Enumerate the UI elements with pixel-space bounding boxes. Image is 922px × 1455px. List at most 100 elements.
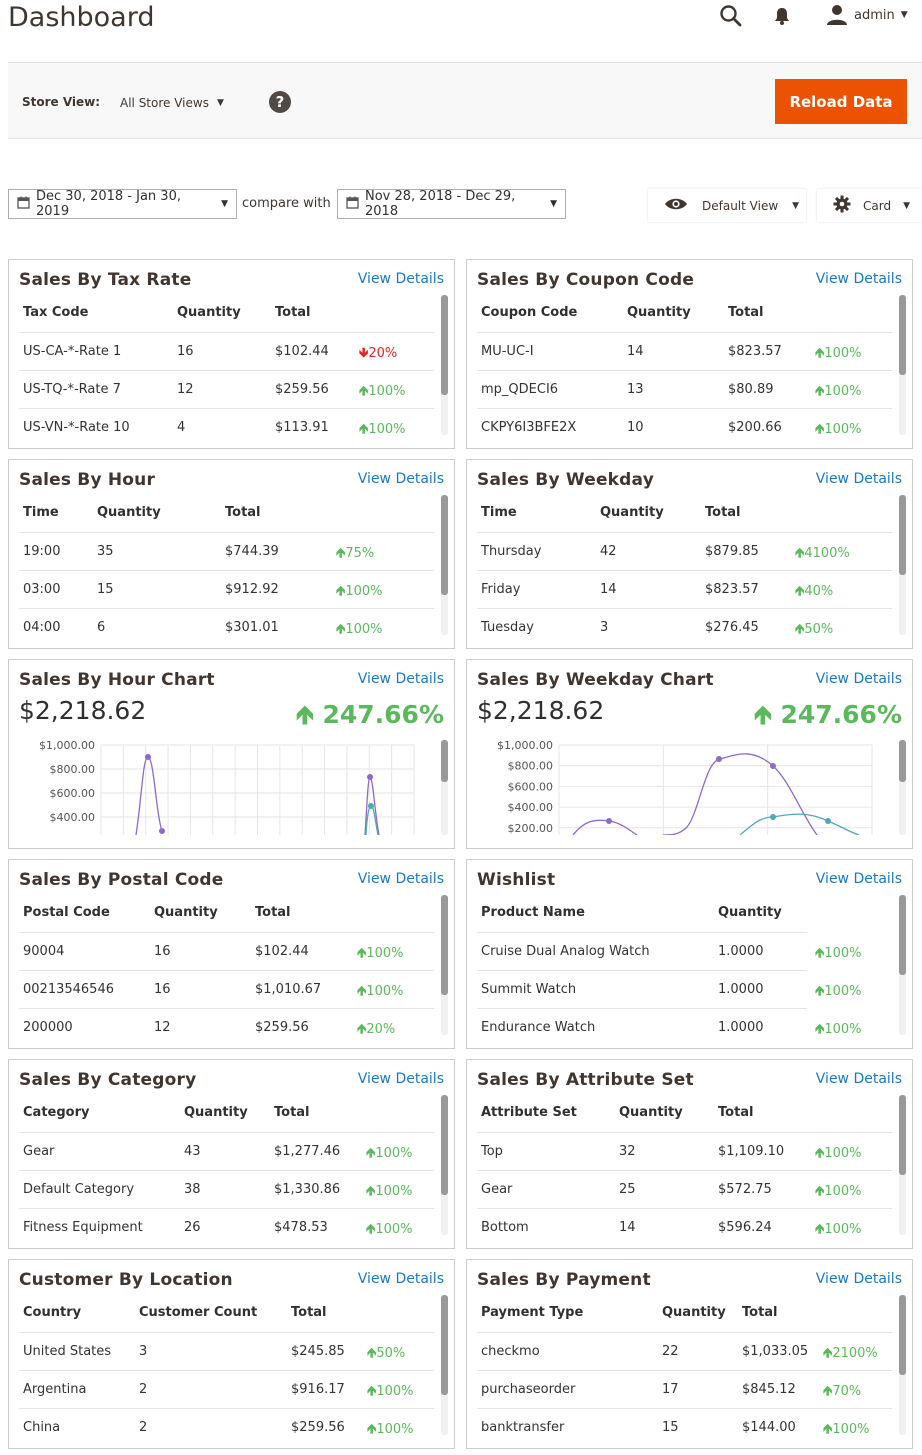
scrollbar-thumb[interactable]	[441, 895, 448, 995]
column-header: Product Name	[481, 905, 585, 920]
table-cell: Default Category	[23, 1182, 135, 1197]
reload-data-button[interactable]: Reload Data	[775, 79, 907, 124]
table-cell: US-VN-*-Rate 10	[23, 420, 130, 435]
column-header: Quantity	[97, 505, 161, 520]
view-details-link[interactable]: View Details	[357, 871, 444, 887]
change-value: 100%	[824, 1184, 862, 1199]
view-details-link[interactable]: View Details	[815, 271, 902, 287]
compare-range-picker[interactable]: Nov 28, 2018 - Dec 29, 2018 ▼	[337, 189, 566, 219]
view-details-link[interactable]: View Details	[357, 1271, 444, 1287]
table-cell: $916.17	[291, 1382, 345, 1397]
table-cell: 16	[154, 982, 171, 997]
view-details-link[interactable]: View Details	[357, 471, 444, 487]
table-cell: Fitness Equipment	[23, 1220, 143, 1235]
scrollbar-thumb[interactable]	[441, 740, 448, 782]
y-tick-label: $800.00	[508, 760, 554, 773]
view-select[interactable]: Default View ▼	[648, 189, 806, 222]
card-view-select[interactable]: Card ▼	[817, 189, 922, 222]
scrollbar[interactable]	[441, 740, 448, 835]
view-details-link[interactable]: View Details	[815, 1071, 902, 1087]
view-details-link[interactable]: View Details	[815, 471, 902, 487]
table-cell: $245.85	[291, 1344, 345, 1359]
data-point	[825, 818, 831, 824]
scrollbar[interactable]	[899, 895, 906, 1035]
column-header: Total	[274, 1105, 310, 1120]
divider	[19, 570, 434, 571]
chart-total: $2,218.62	[19, 696, 147, 725]
arrow-up-icon: 🡹	[295, 700, 323, 729]
table-cell: 16	[177, 344, 194, 359]
user-menu[interactable]: admin ▼	[826, 4, 908, 26]
scrollbar[interactable]	[441, 1095, 448, 1235]
scrollbar[interactable]	[441, 495, 448, 635]
table-cell: 1.0000	[718, 944, 764, 959]
view-details-link[interactable]: View Details	[815, 1271, 902, 1287]
change-value: 100%	[824, 422, 862, 437]
scrollbar-thumb[interactable]	[899, 295, 906, 375]
table-cell: Thursday	[481, 544, 542, 559]
scrollbar-thumb[interactable]	[899, 1295, 906, 1375]
change-value: 100%	[345, 584, 383, 599]
scrollbar[interactable]	[899, 740, 906, 835]
column-header: Total	[728, 305, 764, 320]
scrollbar[interactable]	[899, 295, 906, 435]
scrollbar[interactable]	[441, 295, 448, 435]
table-cell: mp_QDECI6	[481, 382, 559, 397]
view-details-link[interactable]: View Details	[815, 671, 902, 687]
table-cell: 200000	[23, 1020, 73, 1035]
table-cell: $1,010.67	[255, 982, 322, 997]
scrollbar-thumb[interactable]	[441, 1095, 448, 1195]
scrollbar-thumb[interactable]	[441, 295, 448, 395]
change-value: 100%	[824, 946, 862, 961]
scrollbar[interactable]	[441, 895, 448, 1035]
scrollbar[interactable]	[441, 1295, 448, 1435]
change-value: 40%	[804, 584, 834, 599]
change-value: 100%	[368, 422, 406, 437]
divider	[19, 1408, 434, 1409]
table-cell: Summit Watch	[481, 982, 577, 997]
store-view-select[interactable]: All Store Views ▼	[120, 96, 224, 110]
change-value: 100%	[345, 622, 383, 637]
table-cell: checkmo	[481, 1344, 540, 1359]
help-icon[interactable]: ?	[269, 91, 291, 113]
table-cell: Tuesday	[481, 620, 534, 635]
y-tick-label: $400.00	[508, 801, 554, 814]
table-cell: $1,109.10	[718, 1144, 785, 1159]
view-details-link[interactable]: View Details	[815, 871, 902, 887]
scrollbar[interactable]	[899, 1295, 906, 1435]
view-details-link[interactable]: View Details	[357, 271, 444, 287]
chart-change: 🡹 247.66%	[296, 696, 444, 739]
arrow-up-icon: 🡹	[336, 546, 346, 561]
card-title: Sales By Tax Rate	[19, 270, 192, 290]
change-indicator: 🡹100%	[815, 420, 862, 442]
scrollbar[interactable]	[899, 1095, 906, 1235]
card-coupon: Sales By Coupon Code View Details Coupon C…	[466, 259, 913, 449]
y-tick-label: $800.00	[50, 763, 96, 776]
scrollbar[interactable]	[899, 495, 906, 635]
column-header: Quantity	[619, 1105, 683, 1120]
card-title: Sales By Weekday	[477, 470, 654, 490]
divider	[477, 1370, 892, 1371]
table-cell: Gear	[23, 1144, 55, 1159]
scrollbar-thumb[interactable]	[899, 495, 906, 575]
arrow-up-icon: 🡹	[366, 1222, 376, 1237]
scrollbar-thumb[interactable]	[899, 1095, 906, 1175]
bell-icon[interactable]	[773, 6, 791, 30]
date-range-picker[interactable]: Dec 30, 2018 - Jan 30, 2019 ▼	[8, 189, 237, 219]
view-details-link[interactable]: View Details	[357, 1071, 444, 1087]
view-details-link[interactable]: View Details	[357, 671, 444, 687]
view-select-value: Default View	[702, 198, 779, 213]
scrollbar-thumb[interactable]	[899, 895, 906, 975]
search-icon[interactable]	[719, 4, 743, 32]
table-cell: 04:00	[23, 620, 61, 635]
change-value: 100%	[366, 984, 404, 999]
table-cell: $1,033.05	[742, 1344, 809, 1359]
line-chart: $1,000.00 $800.00 $600.00 $400.00	[39, 739, 415, 835]
user-name: admin	[854, 7, 895, 23]
table-cell: Cruise Dual Analog Watch	[481, 944, 650, 959]
scrollbar-thumb[interactable]	[441, 495, 448, 595]
scrollbar-thumb[interactable]	[441, 1295, 448, 1395]
scrollbar-thumb[interactable]	[899, 740, 906, 782]
change-indicator: 🡹100%	[357, 944, 404, 966]
table-cell: 14	[627, 344, 644, 359]
